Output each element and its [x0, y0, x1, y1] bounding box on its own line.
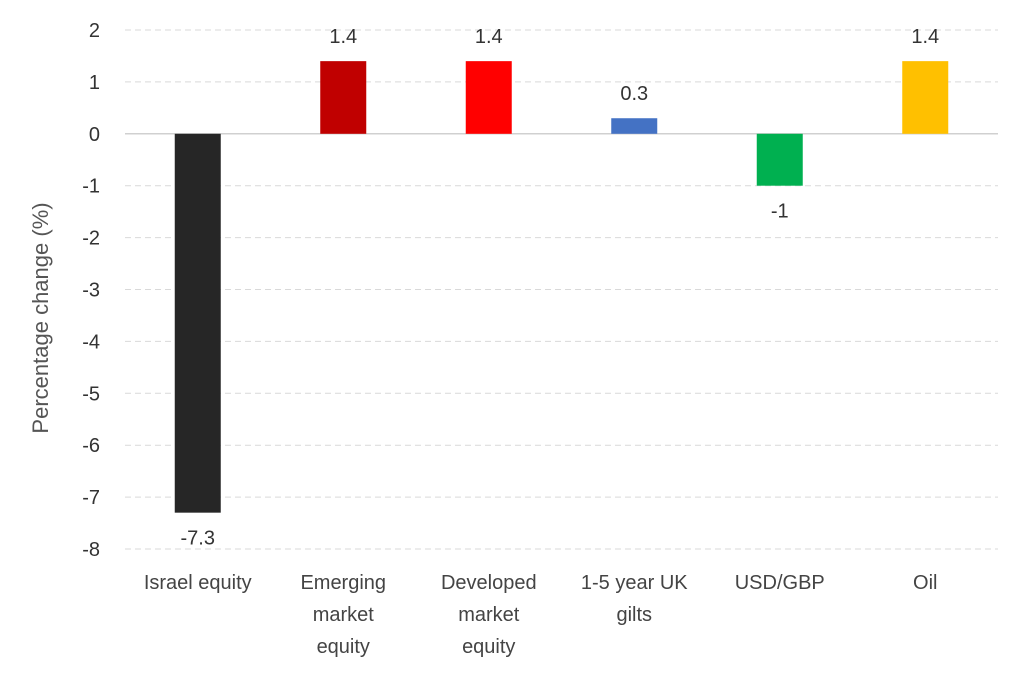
- x-category-label: Emerging market equity: [300, 572, 386, 658]
- x-category-label: USD/GBP: [735, 572, 825, 594]
- x-axis-labels: Israel equity Emerging market equity Develop…: [144, 572, 938, 658]
- bar: [174, 133, 221, 513]
- gridlines: [125, 29, 998, 550]
- data-label: 1.4: [475, 26, 503, 48]
- y-tick-label: -2: [82, 228, 100, 250]
- y-tick-label: -4: [82, 331, 100, 353]
- bar: [611, 118, 658, 134]
- data-labels: -7.3 1.4 1.4 0.3 -1 1.4: [181, 26, 940, 550]
- y-tick-label: 0: [89, 124, 100, 146]
- y-tick-label: 2: [89, 20, 100, 42]
- y-tick-label: -7: [82, 487, 100, 509]
- y-tick-label: -1: [82, 176, 100, 198]
- data-label: 1.4: [911, 26, 939, 48]
- bar: [902, 61, 949, 134]
- x-category-label: Oil: [913, 572, 937, 594]
- y-axis-title: Percentage change (%): [28, 202, 53, 433]
- bar: [756, 133, 803, 186]
- y-tick-label: 1: [89, 72, 100, 94]
- bars: [174, 61, 949, 513]
- x-category-label: Developed market equity: [441, 572, 537, 658]
- data-label: -1: [771, 201, 789, 223]
- y-tick-label: -3: [82, 280, 100, 302]
- y-tick-label: -5: [82, 383, 100, 405]
- y-axis-ticks: 2 1 0 -1 -2 -3 -4 -5 -6 -7 -8: [82, 20, 100, 561]
- y-tick-label: -8: [82, 539, 100, 561]
- data-label: -7.3: [181, 528, 215, 550]
- bar: [465, 61, 512, 134]
- y-tick-label: -6: [82, 435, 100, 457]
- bar: [320, 61, 367, 134]
- data-label: 0.3: [620, 83, 648, 105]
- x-category-label: 1-5 year UK gilts: [581, 572, 688, 626]
- data-label: 1.4: [329, 26, 357, 48]
- x-category-label: Israel equity: [144, 572, 252, 594]
